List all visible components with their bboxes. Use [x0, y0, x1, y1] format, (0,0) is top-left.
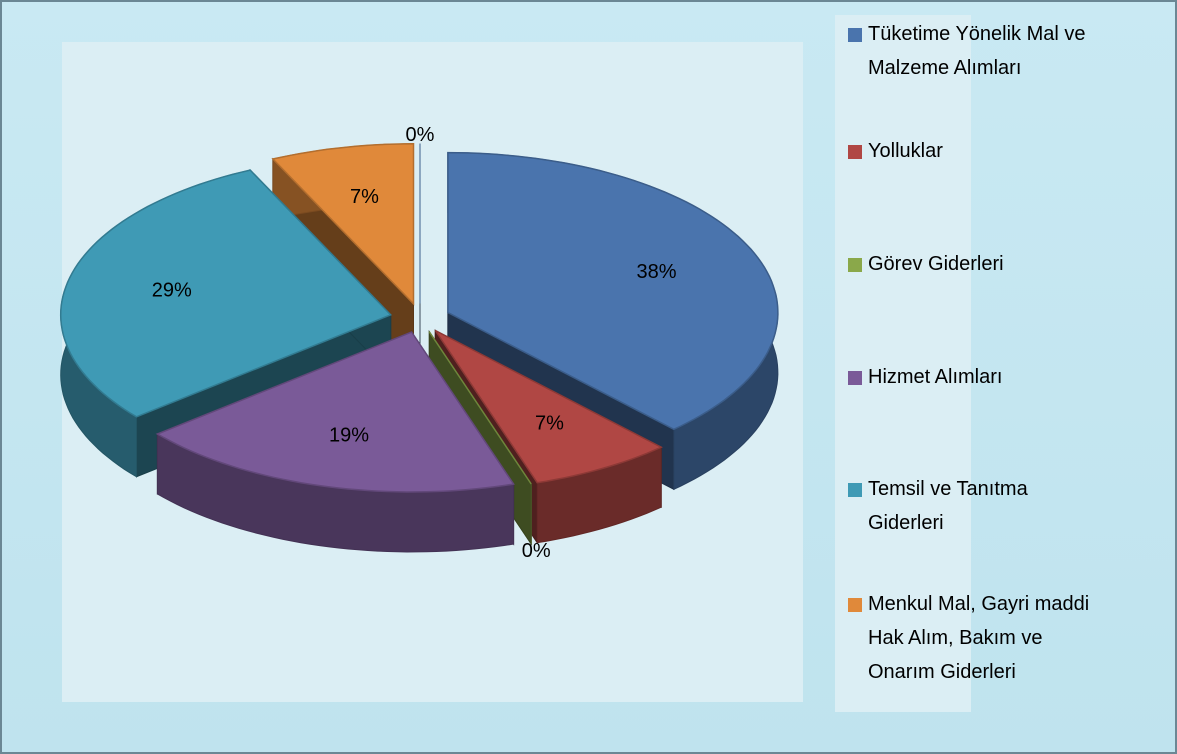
slice-top: [434, 329, 663, 484]
pie: 38% 7% 0% 19% 29% 7% 0%: [59, 124, 779, 562]
legend-swatch: [848, 371, 862, 385]
legend-box: [835, 15, 971, 712]
legend-swatch: [848, 28, 862, 42]
slice-top: [271, 143, 415, 306]
legend-label: Görev Giderleri: [868, 253, 1004, 275]
slice-top: [447, 151, 779, 431]
data-label: 29%: [152, 279, 192, 301]
data-label: 7%: [350, 186, 379, 208]
slice-top: [428, 331, 532, 485]
data-label: 0%: [406, 124, 435, 146]
legend-label: Hizmet Alımları: [868, 366, 1002, 388]
legend-swatch: [848, 258, 862, 272]
data-label: 38%: [637, 261, 677, 283]
legend-swatch: [848, 145, 862, 159]
data-label: 0%: [522, 540, 551, 562]
legend-swatch: [848, 598, 862, 612]
slice: [155, 330, 515, 553]
data-label: 7%: [535, 412, 564, 434]
slice-top: [59, 169, 393, 418]
legend-label: Temsil ve Tanıtma Giderleri: [868, 478, 1029, 534]
legend-label: Yolluklar: [868, 140, 943, 162]
legend-label: Menkul Mal, Gayri maddi Hak Alım, Bakım v…: [868, 593, 1089, 683]
data-label: 19%: [329, 425, 369, 447]
legend: Tüketime Yönelik Mal ve Malzeme Alımları Y…: [848, 23, 1089, 683]
slice-top: [155, 331, 515, 493]
legend-swatch: [848, 483, 862, 497]
legend-label: Tüketime Yönelik Mal ve Malzeme Alımları: [868, 23, 1086, 79]
